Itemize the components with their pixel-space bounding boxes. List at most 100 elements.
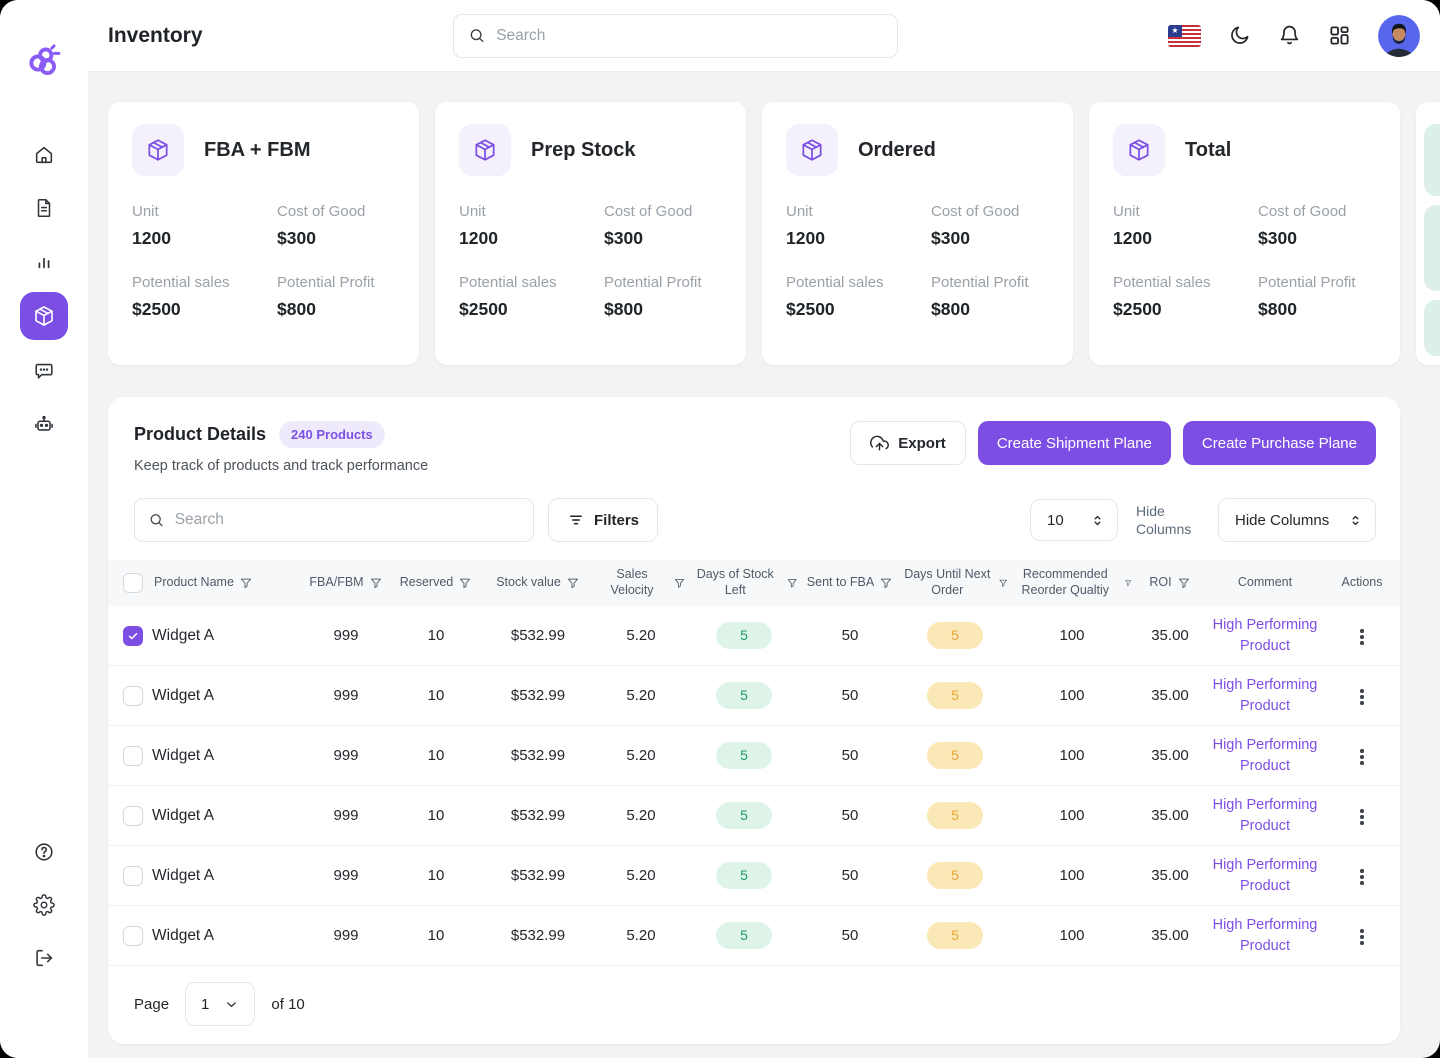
col-header-days_of_stock_left[interactable]: Days of Stock Left: [688, 567, 800, 598]
apps-menu-button[interactable]: [1328, 24, 1351, 47]
global-search[interactable]: [452, 13, 898, 58]
row-actions-menu-button[interactable]: [1353, 682, 1371, 712]
cell-reserved: 10: [427, 867, 445, 884]
filter-icon[interactable]: [369, 576, 383, 590]
cell-sales-velocity: 5.20: [626, 807, 656, 824]
create-purchase-plane-button[interactable]: Create Purchase Plane: [1182, 421, 1376, 465]
sidebar-item-help[interactable]: [22, 830, 66, 874]
dark-mode-button[interactable]: [1228, 24, 1251, 47]
filter-icon[interactable]: [786, 576, 798, 590]
row-actions-menu-button[interactable]: [1353, 862, 1371, 892]
stat-label: Potential Profit: [277, 274, 375, 291]
col-header-roi[interactable]: ROI: [1134, 575, 1206, 591]
filter-icon[interactable]: [566, 576, 580, 590]
days-of-stock-left-badge: 5: [716, 862, 772, 889]
comment-link[interactable]: High Performing Product: [1212, 797, 1318, 834]
cell-sent-to-fba: 50: [841, 687, 859, 704]
create-shipment-plane-button[interactable]: Create Shipment Plane: [977, 421, 1171, 465]
help-icon: [35, 843, 53, 861]
user-avatar[interactable]: [1378, 14, 1420, 57]
col-header-sales_velocity[interactable]: Sales Velocity: [594, 567, 688, 598]
stat-label: Unit: [1113, 203, 1140, 220]
row-actions-menu-button[interactable]: [1353, 802, 1371, 832]
sidebar-item-home[interactable]: [22, 133, 66, 177]
col-header-product[interactable]: Product Name: [152, 575, 302, 591]
row-checkbox[interactable]: [123, 745, 143, 766]
stat-label: Cost of Good: [277, 203, 366, 220]
filter-icon[interactable]: [879, 576, 893, 590]
filter-icon[interactable]: [673, 576, 686, 590]
table-search-input[interactable]: [174, 511, 520, 529]
filters-button[interactable]: Filters: [548, 498, 659, 542]
sidebar-item-logout[interactable]: [22, 936, 66, 980]
row-checkbox[interactable]: [123, 625, 143, 646]
panel-subtitle: Keep track of products and track perform…: [134, 458, 429, 474]
app-logo[interactable]: [23, 42, 65, 89]
col-header-label: Reserved: [399, 575, 454, 590]
table-search[interactable]: [134, 498, 534, 542]
export-label: Export: [898, 434, 946, 452]
page-number-select[interactable]: 1: [185, 982, 256, 1026]
hide-columns-select[interactable]: Hide Columns: [1218, 498, 1376, 542]
row-actions-menu-button[interactable]: [1353, 742, 1371, 772]
comment-link[interactable]: High Performing Product: [1212, 857, 1318, 894]
products-table: Product Name FBA/FBM Reserved Stock value Sa…: [108, 560, 1400, 966]
box-icon: [35, 306, 53, 326]
row-checkbox[interactable]: [123, 925, 143, 946]
filters-label: Filters: [594, 511, 640, 529]
stat-label: Potential Profit: [604, 274, 702, 291]
filter-icon[interactable]: [239, 576, 253, 590]
chevron-up-down-icon: [1352, 515, 1359, 525]
row-actions-menu-button[interactable]: [1353, 622, 1371, 652]
col-header-label: Sales Velocity: [610, 567, 654, 597]
days-until-next-order-badge: 5: [927, 802, 983, 829]
comment-link[interactable]: High Performing Product: [1212, 737, 1318, 774]
col-header-days_until_next_order[interactable]: Days Until Next Order: [900, 567, 1010, 598]
export-button[interactable]: Export: [850, 421, 966, 465]
sidebar-item-settings[interactable]: [22, 883, 66, 927]
col-header-reserved[interactable]: Reserved: [390, 575, 482, 591]
col-header-sent_to_fba[interactable]: Sent to FBA: [800, 575, 900, 591]
gear-icon: [33, 894, 55, 916]
col-header-label: Days Until Next Order: [904, 567, 991, 597]
cell-fba-fbm: 999: [333, 927, 359, 944]
cell-reserved: 10: [427, 747, 445, 764]
filter-icon[interactable]: [458, 576, 472, 590]
col-header-stock_value[interactable]: Stock value: [482, 575, 594, 591]
stat-label: Unit: [132, 203, 159, 220]
row-checkbox[interactable]: [123, 865, 143, 886]
cell-sales-velocity: 5.20: [626, 687, 656, 704]
cell-reserved: 10: [427, 627, 445, 644]
notifications-button[interactable]: [1278, 24, 1301, 47]
filter-icon[interactable]: [1177, 576, 1191, 590]
moon-icon: [1231, 26, 1249, 44]
cell-roi: 35.00: [1151, 747, 1189, 764]
current-page-value: 1: [201, 995, 210, 1013]
row-checkbox[interactable]: [123, 685, 143, 706]
row-checkbox[interactable]: [123, 805, 143, 826]
page-size-select[interactable]: 10: [1030, 499, 1118, 541]
select-all-checkbox[interactable]: [123, 573, 143, 593]
filter-icon[interactable]: [998, 576, 1008, 590]
sidebar-item-bot[interactable]: [22, 402, 66, 446]
comment-link[interactable]: High Performing Product: [1212, 677, 1318, 714]
col-header-recommended_reorder_qty[interactable]: Recommended Reorder Qualtiy: [1010, 567, 1134, 598]
sidebar-item-analytics[interactable]: [22, 239, 66, 283]
sidebar-item-documents[interactable]: [22, 186, 66, 230]
comment-link[interactable]: High Performing Product: [1212, 617, 1318, 654]
stat-value: $300: [277, 228, 316, 248]
filter-icon[interactable]: [1124, 576, 1132, 590]
language-flag-button[interactable]: ★: [1168, 24, 1201, 47]
row-actions-menu-button[interactable]: [1353, 922, 1371, 952]
col-header-fba_fbm[interactable]: FBA/FBM: [302, 575, 390, 591]
sidebar-item-inventory[interactable]: [20, 292, 68, 340]
table-row: Widget A 999 10 $532.99 5.20 5 50 5 100 35.00 High…: [108, 846, 1400, 906]
stat-card-title: Total: [1185, 138, 1232, 161]
global-search-input[interactable]: [496, 26, 883, 45]
comment-link[interactable]: High Performing Product: [1212, 917, 1318, 954]
product-details-panel: Product Details 240 Products Keep track …: [108, 397, 1400, 1044]
stat-value: $300: [1258, 228, 1297, 248]
document-icon: [37, 198, 51, 218]
chevron-up-down-icon: [1094, 515, 1101, 525]
sidebar-item-messages[interactable]: [22, 349, 66, 393]
